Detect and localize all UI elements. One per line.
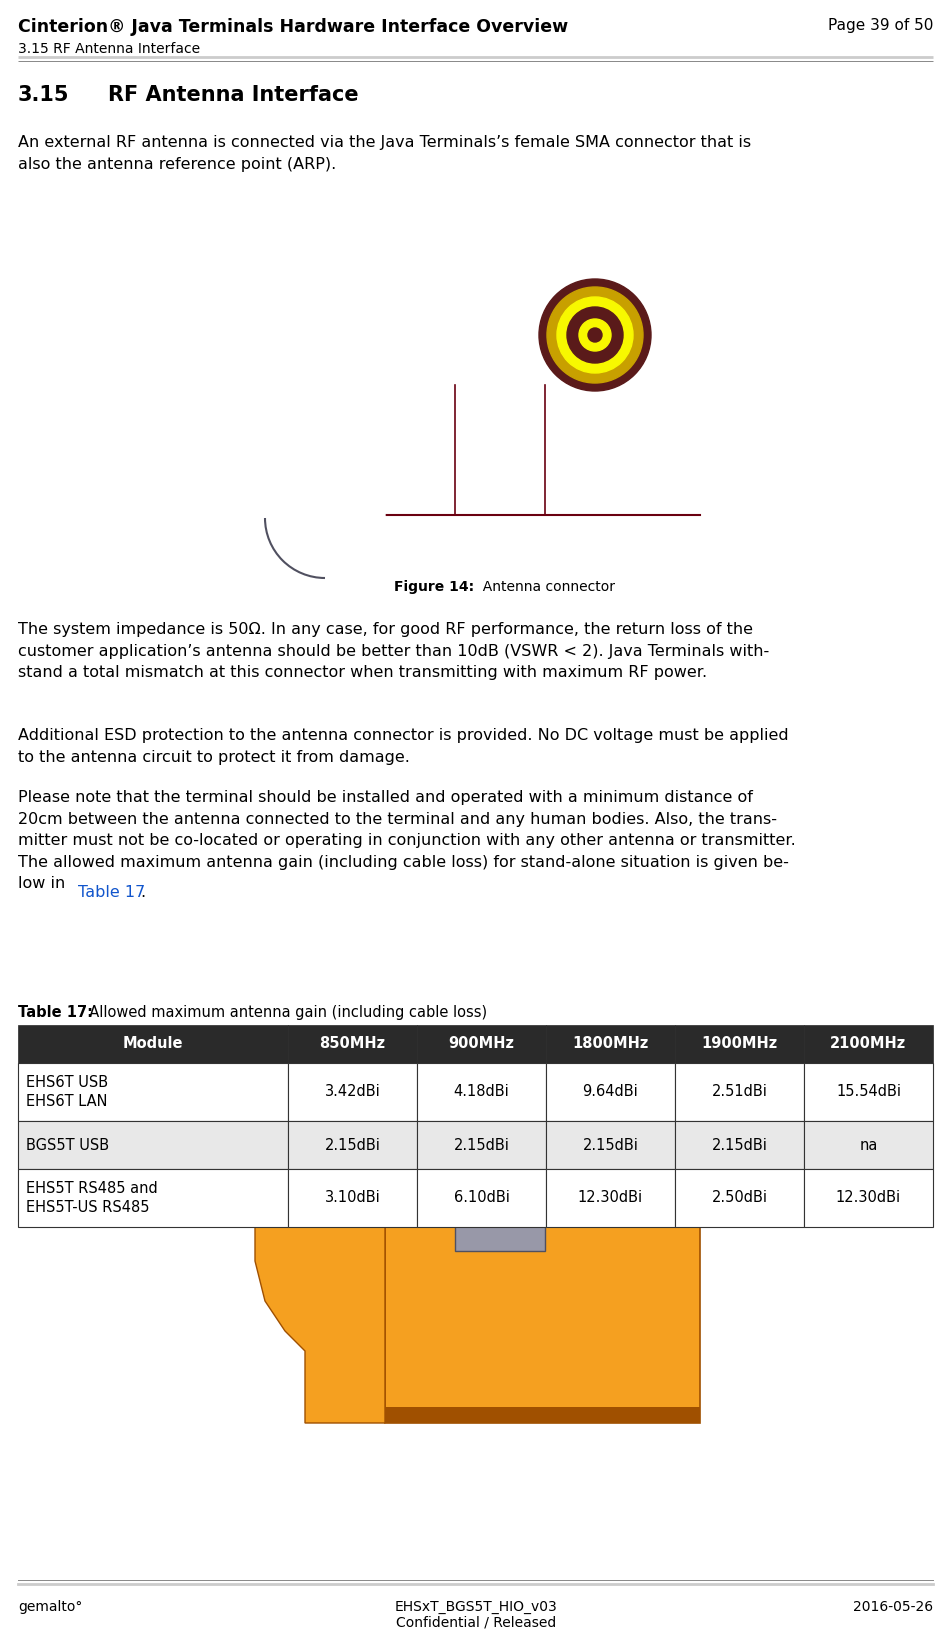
Text: 15.54dBi: 15.54dBi: [836, 1085, 901, 1099]
Text: 4.18dBi: 4.18dBi: [454, 1085, 510, 1099]
Bar: [288, 1121, 417, 1170]
Bar: [804, 1121, 933, 1170]
Bar: [804, 1026, 933, 1063]
Bar: [675, 1121, 804, 1170]
Polygon shape: [255, 1072, 700, 1121]
Bar: [288, 1170, 417, 1227]
Bar: [675, 1063, 804, 1121]
Text: 850MHz: 850MHz: [320, 1037, 385, 1052]
Text: EHS5T RS485 and
EHS5T-US RS485: EHS5T RS485 and EHS5T-US RS485: [26, 1181, 158, 1216]
Text: 2.15dBi: 2.15dBi: [454, 1137, 510, 1152]
Polygon shape: [255, 1145, 325, 1201]
Text: 2.50dBi: 2.50dBi: [711, 1191, 767, 1206]
Text: Antenna connector: Antenna connector: [475, 581, 615, 594]
Text: 2.15dBi: 2.15dBi: [583, 1137, 638, 1152]
Bar: [546, 1121, 675, 1170]
Bar: [417, 1026, 546, 1063]
Text: Table 17:: Table 17:: [18, 1005, 93, 1019]
Text: EHS6T USB
EHS6T LAN: EHS6T USB EHS6T LAN: [26, 1075, 108, 1109]
Bar: [18, 1063, 288, 1121]
Text: 1900MHz: 1900MHz: [701, 1037, 778, 1052]
Bar: [546, 1063, 675, 1121]
Text: 12.30dBi: 12.30dBi: [836, 1191, 901, 1206]
Polygon shape: [255, 1121, 325, 1201]
Bar: [546, 1170, 675, 1227]
Text: gemalto°: gemalto°: [18, 1600, 83, 1615]
Text: 12.30dBi: 12.30dBi: [578, 1191, 643, 1206]
Bar: [417, 1170, 546, 1227]
Polygon shape: [455, 1121, 545, 1252]
Text: 2.15dBi: 2.15dBi: [711, 1137, 767, 1152]
Text: BGS5T USB: BGS5T USB: [26, 1137, 109, 1152]
Bar: [546, 1026, 675, 1063]
Bar: [675, 1026, 804, 1063]
Circle shape: [557, 298, 633, 373]
Text: .: .: [140, 885, 146, 900]
Text: Please note that the terminal should be installed and operated with a minimum di: Please note that the terminal should be …: [18, 790, 796, 892]
Text: RF Antenna Interface: RF Antenna Interface: [108, 85, 359, 105]
Text: 3.42dBi: 3.42dBi: [324, 1085, 380, 1099]
Circle shape: [567, 308, 623, 363]
Text: na: na: [860, 1137, 878, 1152]
Polygon shape: [385, 1121, 700, 1423]
Text: 6.10dBi: 6.10dBi: [454, 1191, 510, 1206]
Bar: [18, 1026, 288, 1063]
Text: An external RF antenna is connected via the Java Terminals’s female SMA connecto: An external RF antenna is connected via …: [18, 136, 751, 172]
Text: The system impedance is 50Ω. In any case, for good RF performance, the return lo: The system impedance is 50Ω. In any case…: [18, 622, 769, 681]
Text: Confidential / Released: Confidential / Released: [396, 1616, 556, 1629]
Text: 2100MHz: 2100MHz: [830, 1037, 906, 1052]
Polygon shape: [255, 1068, 700, 1080]
Text: 3.10dBi: 3.10dBi: [324, 1191, 380, 1206]
Circle shape: [547, 286, 643, 383]
Text: 2.51dBi: 2.51dBi: [711, 1085, 767, 1099]
Text: 900MHz: 900MHz: [449, 1037, 514, 1052]
Text: Allowed maximum antenna gain (including cable loss): Allowed maximum antenna gain (including …: [80, 1005, 487, 1019]
Text: 2.15dBi: 2.15dBi: [324, 1137, 380, 1152]
Text: Page 39 of 50: Page 39 of 50: [827, 18, 933, 33]
Polygon shape: [255, 1121, 385, 1423]
Circle shape: [539, 280, 651, 391]
Polygon shape: [385, 1407, 700, 1423]
Text: Cinterion® Java Terminals Hardware Interface Overview: Cinterion® Java Terminals Hardware Inter…: [18, 18, 568, 36]
Bar: [288, 1026, 417, 1063]
Text: Table 17: Table 17: [78, 885, 146, 900]
Bar: [417, 1063, 546, 1121]
Bar: [288, 1063, 417, 1121]
Text: 1800MHz: 1800MHz: [573, 1037, 649, 1052]
Bar: [675, 1170, 804, 1227]
Text: Figure 14:: Figure 14:: [395, 581, 475, 594]
Circle shape: [265, 455, 385, 574]
Bar: [18, 1170, 288, 1227]
Text: EHSxT_BGS5T_HIO_v03: EHSxT_BGS5T_HIO_v03: [395, 1600, 557, 1615]
Text: Module: Module: [123, 1037, 184, 1052]
Bar: [804, 1063, 933, 1121]
Circle shape: [579, 319, 611, 352]
Bar: [804, 1170, 933, 1227]
Bar: [417, 1121, 546, 1170]
Text: 3.15: 3.15: [18, 85, 69, 105]
Circle shape: [588, 327, 602, 342]
Text: Additional ESD protection to the antenna connector is provided. No DC voltage mu: Additional ESD protection to the antenna…: [18, 728, 788, 764]
Text: 3.15 RF Antenna Interface: 3.15 RF Antenna Interface: [18, 43, 200, 56]
Bar: [18, 1121, 288, 1170]
Text: 9.64dBi: 9.64dBi: [583, 1085, 638, 1099]
Text: 2016-05-26: 2016-05-26: [853, 1600, 933, 1615]
